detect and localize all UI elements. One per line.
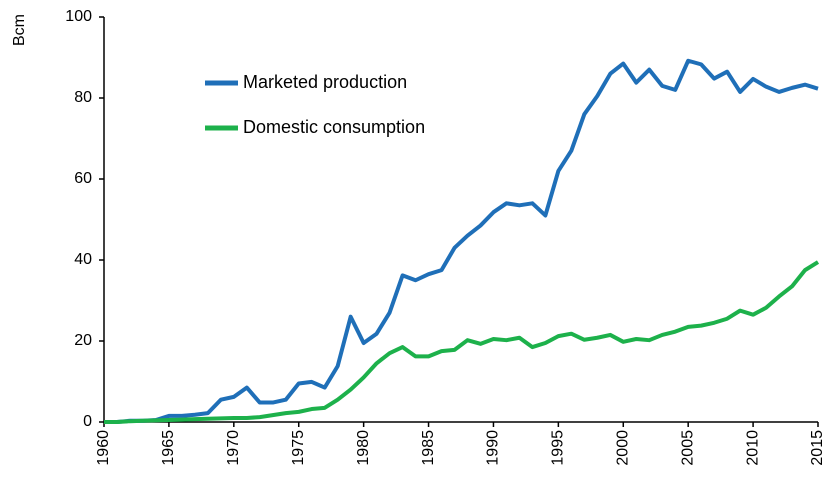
x-tick-label: 1960 bbox=[95, 430, 112, 466]
x-tick-label: 1995 bbox=[550, 430, 567, 466]
x-tick-label: 1990 bbox=[485, 430, 502, 466]
x-tick-label: 2000 bbox=[614, 430, 631, 466]
x-tick-label: 1985 bbox=[420, 430, 437, 466]
series-line bbox=[104, 260, 820, 424]
legend-label: Marketed production bbox=[243, 72, 407, 92]
y-tick-label: 100 bbox=[65, 8, 92, 25]
y-tick-label: 60 bbox=[74, 170, 92, 187]
x-tick-label: 2010 bbox=[744, 430, 761, 466]
y-axis-label: Bcm bbox=[11, 14, 28, 46]
x-tick-label: 2015 bbox=[809, 430, 824, 466]
x-tick-label: 1980 bbox=[355, 430, 372, 466]
x-tick-label: 1970 bbox=[225, 430, 242, 466]
y-tick-label: 20 bbox=[74, 332, 92, 349]
x-tick-label: 2005 bbox=[679, 430, 696, 466]
y-tick-label: 40 bbox=[74, 251, 92, 268]
x-tick-label: 1975 bbox=[290, 430, 307, 466]
x-tick-label: 1965 bbox=[160, 430, 177, 466]
y-tick-label: 80 bbox=[74, 89, 92, 106]
legend-label: Domestic consumption bbox=[243, 117, 425, 137]
series-line bbox=[104, 58, 819, 424]
y-tick-label: 0 bbox=[83, 413, 92, 430]
